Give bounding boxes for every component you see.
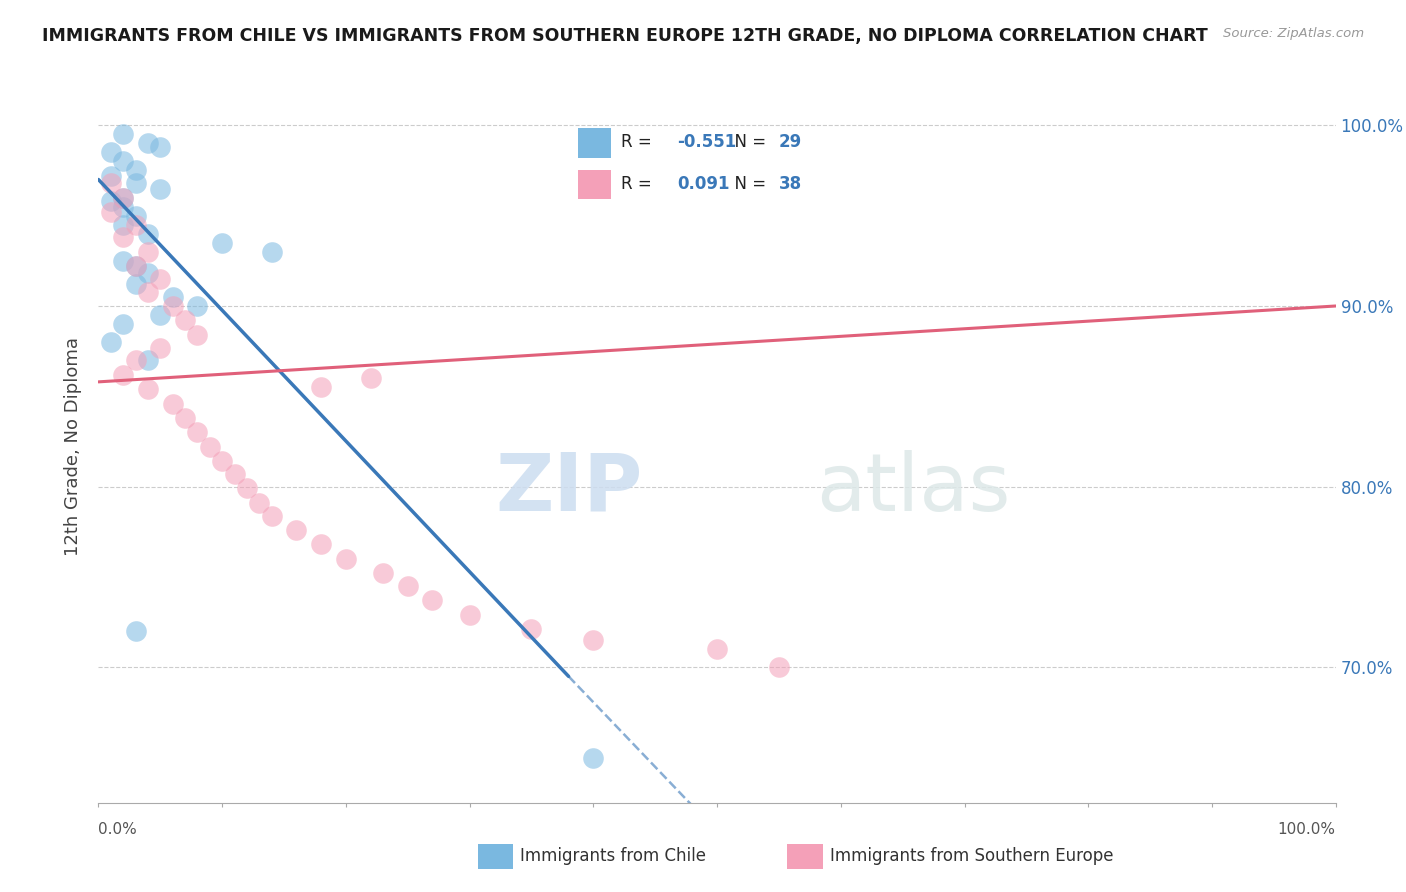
Text: Immigrants from Chile: Immigrants from Chile: [520, 847, 706, 865]
Point: [162, 290, 184, 304]
Point: [309, 537, 332, 551]
Point: [174, 411, 197, 425]
Text: 0.0%: 0.0%: [98, 822, 138, 837]
Point: [112, 218, 135, 232]
Text: IMMIGRANTS FROM CHILE VS IMMIGRANTS FROM SOUTHERN EUROPE 12TH GRADE, NO DIPLOMA : IMMIGRANTS FROM CHILE VS IMMIGRANTS FROM…: [42, 27, 1208, 45]
Point: [124, 259, 146, 273]
Point: [149, 272, 172, 286]
Point: [112, 317, 135, 331]
Point: [136, 267, 159, 281]
Point: [396, 579, 419, 593]
Point: [149, 181, 172, 195]
Point: [186, 327, 208, 342]
Text: 100.0%: 100.0%: [1278, 822, 1336, 837]
Point: [100, 145, 122, 160]
Point: [124, 353, 146, 368]
Point: [174, 313, 197, 327]
Point: [260, 508, 283, 523]
Point: [335, 552, 357, 566]
Point: [100, 176, 122, 190]
Text: Source: ZipAtlas.com: Source: ZipAtlas.com: [1223, 27, 1364, 40]
Point: [112, 191, 135, 205]
Point: [136, 227, 159, 241]
Point: [186, 425, 208, 440]
Point: [112, 191, 135, 205]
Point: [260, 244, 283, 259]
Point: [112, 230, 135, 244]
Point: [211, 454, 233, 468]
Point: [112, 200, 135, 214]
Point: [149, 308, 172, 322]
Point: [198, 440, 221, 454]
Point: [149, 341, 172, 355]
Point: [124, 277, 146, 292]
Point: [112, 154, 135, 169]
Point: [112, 368, 135, 382]
Point: [112, 128, 135, 142]
Point: [124, 163, 146, 178]
Point: [100, 169, 122, 183]
Point: [124, 259, 146, 273]
Point: [285, 523, 308, 537]
Point: [149, 140, 172, 154]
Point: [100, 205, 122, 219]
Point: [520, 623, 543, 637]
Point: [582, 750, 605, 764]
Point: [124, 218, 146, 232]
Point: [124, 176, 146, 190]
Point: [768, 660, 790, 674]
Point: [371, 566, 394, 581]
Point: [211, 235, 233, 250]
Point: [422, 593, 444, 607]
Point: [458, 607, 481, 622]
Y-axis label: 12th Grade, No Diploma: 12th Grade, No Diploma: [65, 336, 83, 556]
Point: [236, 482, 259, 496]
Text: Immigrants from Southern Europe: Immigrants from Southern Europe: [830, 847, 1114, 865]
Point: [309, 380, 332, 394]
Point: [124, 209, 146, 223]
Point: [136, 285, 159, 299]
Point: [582, 633, 605, 648]
Point: [247, 496, 270, 510]
Point: [100, 335, 122, 350]
Point: [224, 467, 246, 481]
Point: [112, 253, 135, 268]
Point: [100, 194, 122, 209]
Point: [136, 353, 159, 368]
Point: [124, 624, 146, 639]
Point: [706, 642, 728, 657]
Point: [136, 382, 159, 396]
Point: [136, 244, 159, 259]
Point: [162, 299, 184, 313]
Text: ZIP: ZIP: [495, 450, 643, 528]
Point: [360, 371, 382, 385]
Point: [136, 136, 159, 151]
Point: [162, 396, 184, 410]
Point: [186, 299, 208, 313]
Text: atlas: atlas: [815, 450, 1011, 528]
